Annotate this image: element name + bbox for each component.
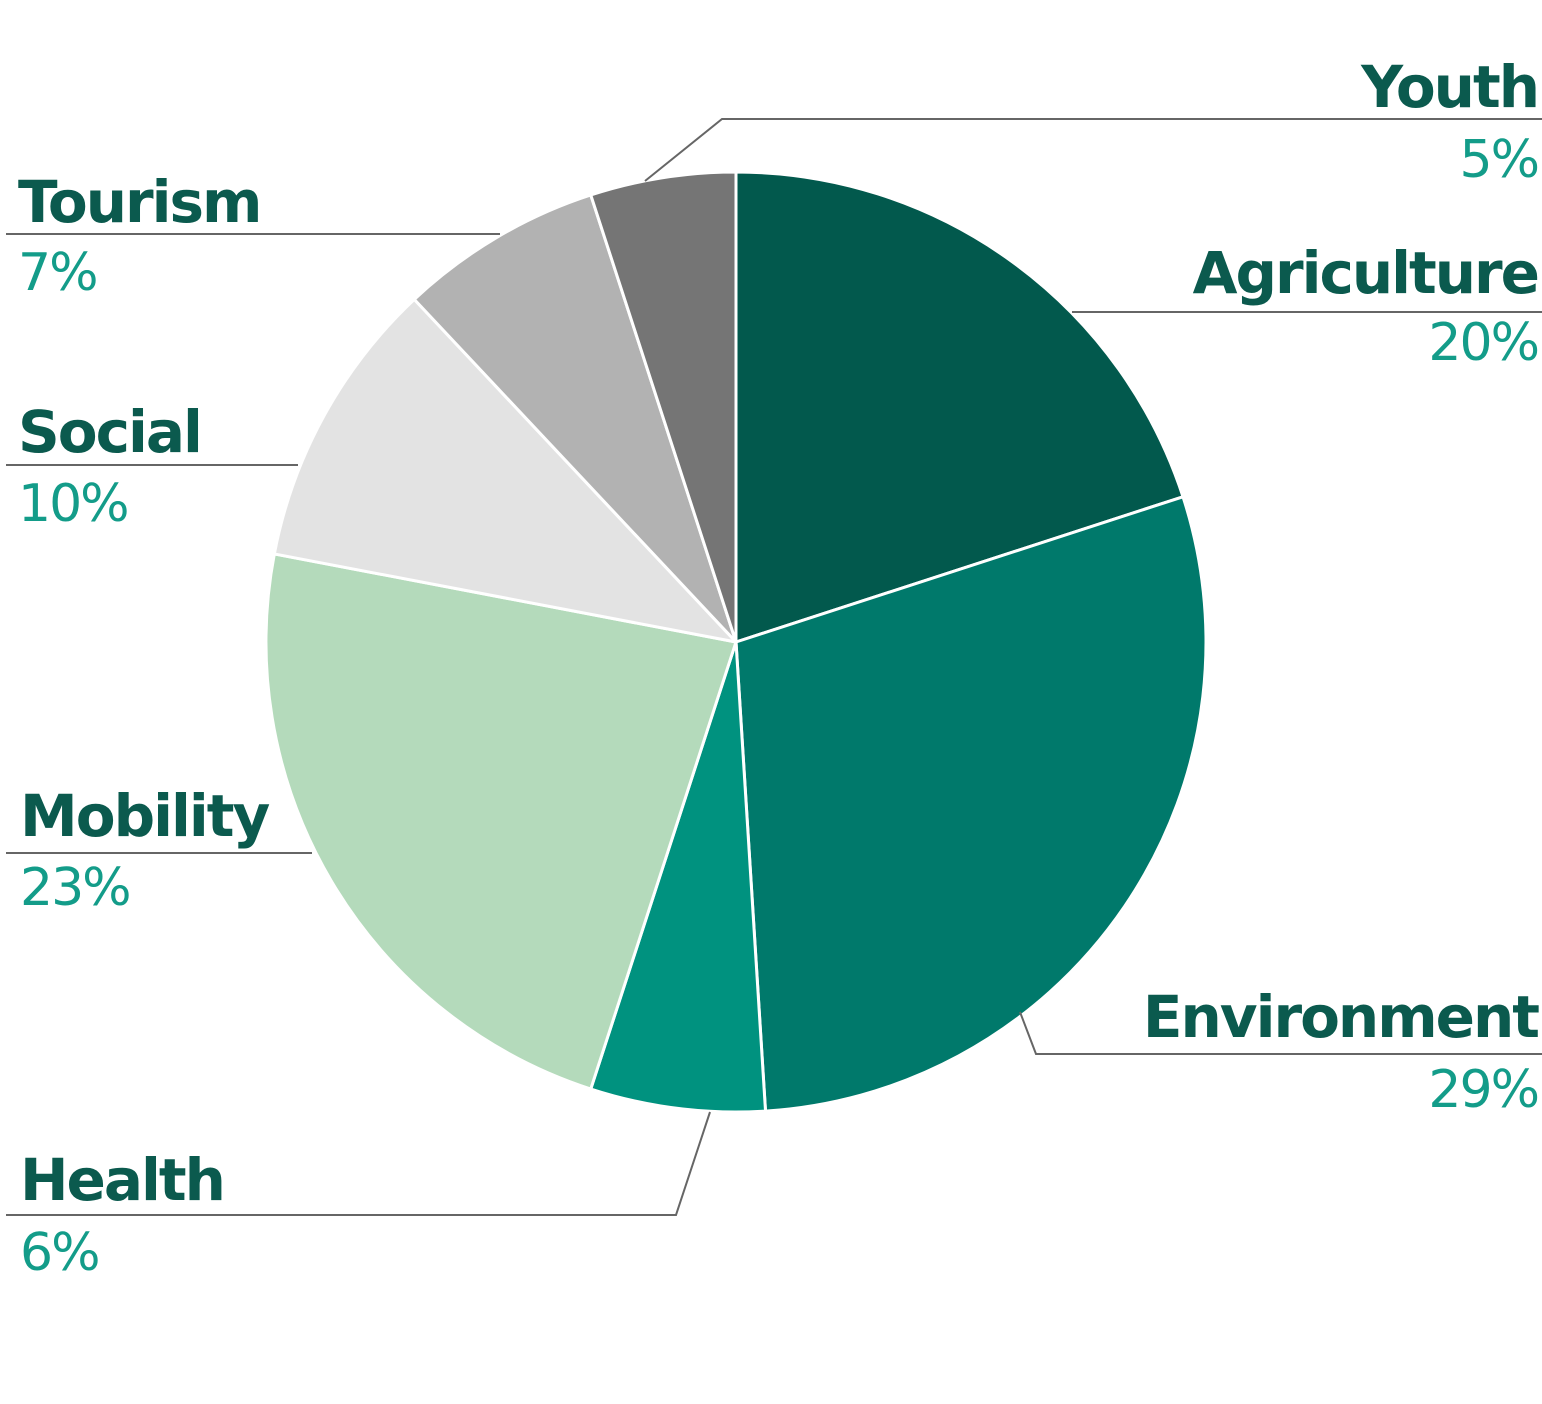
slice-value-health: 6% [20, 1223, 99, 1283]
slice-value-social: 10% [18, 474, 128, 534]
slice-value-tourism: 7% [18, 243, 97, 303]
pie-slice-tourism [412, 193, 738, 644]
slice-value-youth: 5% [1460, 130, 1539, 190]
slice-value-agriculture: 20% [1428, 313, 1538, 373]
pie-slice-social [272, 297, 738, 644]
pie-slice-environment [734, 495, 1208, 1113]
slice-label-environment: Environment [1143, 983, 1539, 1051]
slice-value-environment: 29% [1428, 1060, 1538, 1120]
pie-slice-health [589, 640, 768, 1114]
leader-line-health [6, 1111, 711, 1216]
leader-lines [6, 118, 1542, 1216]
slice-label-agriculture: Agriculture [1193, 239, 1538, 307]
slice-label-youth: Youth [1360, 53, 1538, 121]
slice-label-tourism: Tourism [18, 168, 260, 236]
leader-line-youth [644, 118, 1542, 182]
slice-value-mobility: 23% [20, 858, 130, 918]
slice-label-social: Social [18, 398, 201, 466]
slice-label-mobility: Mobility [20, 782, 269, 850]
pie-slice-mobility [264, 552, 738, 1091]
slice-label-health: Health [20, 1146, 224, 1214]
pie-slice-youth [589, 170, 738, 644]
leader-line-environment [1019, 1011, 1542, 1055]
pie-slice-agriculture [734, 170, 1185, 644]
pie-slices [264, 170, 1208, 1114]
